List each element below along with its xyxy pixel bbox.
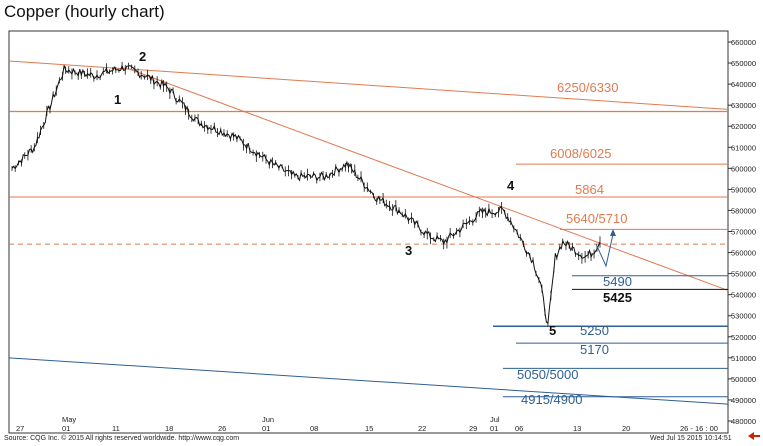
wave-label-2: 2 [139, 49, 146, 64]
y-tick-label: 630000 [731, 101, 756, 110]
x-tick-label: 01 [490, 424, 498, 433]
x-tick-label: 22 [418, 424, 426, 433]
support-label-5250: 5250 [580, 323, 609, 338]
y-tick-label: 590000 [731, 185, 756, 194]
y-tick-label: 560000 [731, 249, 756, 258]
x-tick-label: 18 [165, 424, 173, 433]
support-trendline [8, 357, 729, 405]
resistance-trendline-upper [8, 60, 729, 110]
support-label-5050: 5050/5000 [517, 367, 578, 382]
support-label-5170: 5170 [580, 342, 609, 357]
x-tick-label: 20 [622, 424, 630, 433]
resistance-label-5864: 5864 [575, 182, 604, 197]
y-tick-label: 650000 [731, 59, 756, 68]
x-tick-label: 13 [573, 424, 581, 433]
resistance-trendline-lower [129, 68, 729, 291]
x-tick-label: 26 - 16 : 00 [680, 424, 718, 433]
y-tick-label: 580000 [731, 206, 756, 215]
wave-label-4: 4 [507, 178, 515, 193]
wave-label-3: 3 [405, 243, 412, 258]
x-tick-label: May [62, 415, 76, 424]
resistance-label-6250: 6250/6330 [557, 80, 618, 95]
y-tick-label: 660000 [731, 38, 756, 47]
resistance-label-6008: 6008/6025 [550, 146, 611, 161]
y-tick-label: 530000 [731, 312, 756, 321]
chart-title: Copper (hourly chart) [4, 2, 165, 21]
support-label-5425: 5425 [603, 290, 632, 305]
y-tick-label: 550000 [731, 270, 756, 279]
x-tick-label: Jun [262, 415, 274, 424]
x-tick-label: 06 [515, 424, 523, 433]
back-arrow-icon[interactable] [748, 432, 760, 440]
x-tick-label: 01 [62, 424, 70, 433]
projection-arrowhead [610, 229, 616, 236]
y-tick-label: 500000 [731, 375, 756, 384]
wave-label-1: 1 [114, 92, 121, 107]
support-label-5490: 5490 [603, 274, 632, 289]
footer-source: Source: CQG Inc. © 2015 All rights reser… [4, 434, 239, 442]
y-tick-label: 640000 [731, 80, 756, 89]
wave-label-5: 5 [549, 323, 556, 338]
projection-path [595, 233, 614, 268]
y-tick-label: 510000 [731, 354, 756, 363]
y-tick-label: 570000 [731, 228, 756, 237]
y-tick-label: 620000 [731, 122, 756, 131]
x-tick-label: Jul [490, 415, 500, 424]
y-tick-label: 490000 [731, 396, 756, 405]
support-label-4915: 4915/4900 [521, 392, 582, 407]
y-tick-label: 600000 [731, 164, 756, 173]
y-tick-label: 480000 [731, 417, 756, 426]
x-tick-label: 27 [16, 424, 24, 433]
x-tick-label: 08 [310, 424, 318, 433]
x-tick-label: 26 [218, 424, 226, 433]
x-tick-label: 11 [112, 424, 120, 433]
footer-timestamp: Wed Jul 15 2015 10:14:51 [650, 435, 732, 442]
y-tick-label: 610000 [731, 143, 756, 152]
x-tick-label: 29 [469, 424, 477, 433]
y-tick-label: 540000 [731, 291, 756, 300]
x-tick-label: 01 [262, 424, 270, 433]
resistance-label-5640: 5640/5710 [566, 211, 627, 226]
y-tick-label: 520000 [731, 333, 756, 342]
x-tick-label: 15 [365, 424, 373, 433]
